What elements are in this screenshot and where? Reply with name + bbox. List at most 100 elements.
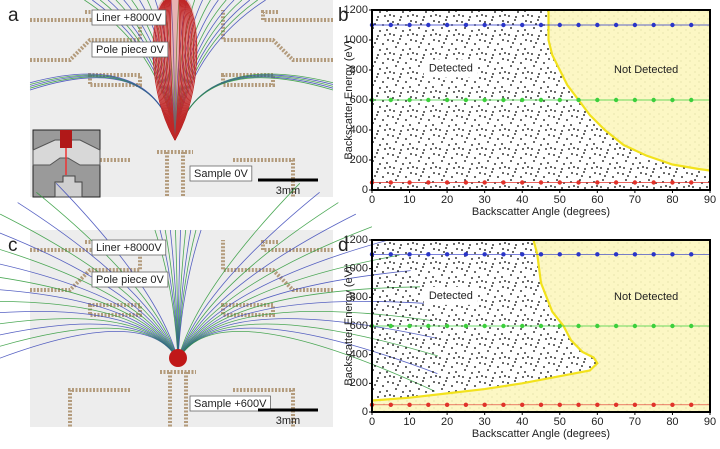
panel-letter: a [8, 5, 19, 26]
point [444, 97, 450, 103]
y-tick-label: 200 [350, 377, 368, 389]
point [557, 323, 562, 329]
point [482, 97, 487, 103]
inset-column [60, 130, 72, 148]
point [388, 22, 393, 28]
point [501, 323, 506, 329]
x-tick-label: 90 [704, 416, 716, 428]
trajectory [0, 301, 179, 361]
point [576, 22, 581, 28]
point [689, 252, 694, 257]
point [520, 323, 525, 329]
trajectory [177, 226, 373, 361]
label-box [91, 41, 169, 58]
y-tick-label: 1200 [344, 4, 368, 16]
x-tick-label: 60 [591, 416, 603, 428]
scale-label: 3mm [276, 415, 300, 427]
x-tick-label: 70 [629, 416, 641, 428]
point [651, 402, 656, 408]
point [407, 402, 412, 408]
point [463, 180, 469, 185]
label-bg [423, 286, 478, 305]
y-tick-label: 1000 [344, 34, 368, 46]
point [632, 22, 638, 28]
point [689, 402, 694, 408]
x-tick-label: 70 [629, 194, 641, 206]
electrode [157, 150, 193, 197]
electrode [221, 10, 333, 62]
trajectory [177, 229, 202, 361]
point [557, 252, 562, 257]
point [595, 252, 600, 257]
point [407, 252, 412, 257]
electrode [221, 240, 333, 292]
label-box [91, 271, 169, 288]
point [482, 252, 487, 257]
panel-bg [30, 230, 333, 427]
x-axis-title: Backscatter Angle (degrees) [472, 428, 610, 440]
point [407, 97, 412, 103]
electrode [261, 10, 333, 22]
inset-sample [54, 175, 83, 198]
point [689, 323, 694, 329]
point [520, 97, 525, 103]
x-tick-label: 20 [441, 194, 453, 206]
y-tick-label: 0 [362, 184, 368, 196]
point [520, 22, 525, 28]
x-tick-label: 30 [479, 416, 491, 428]
trajectory [0, 232, 179, 361]
point [482, 180, 487, 185]
scale-label: 3mm [276, 185, 300, 197]
y-tick-label: 1000 [344, 263, 368, 275]
y-tick-label: 600 [350, 94, 368, 106]
x-tick-label: 50 [554, 194, 566, 206]
trajectory [0, 213, 179, 361]
x-tick-label: 0 [369, 194, 375, 206]
y-axis-title: Backscatter Energy (eV) [343, 40, 355, 159]
point [407, 180, 412, 185]
point [426, 22, 431, 28]
point [670, 97, 675, 103]
point [576, 180, 581, 185]
point [538, 180, 544, 185]
point [613, 180, 619, 185]
electrode [88, 73, 275, 87]
electrode [261, 240, 333, 252]
point [444, 22, 450, 28]
electrode-label: Liner +8000V [96, 12, 162, 24]
point [576, 323, 581, 329]
x-tick-label: 30 [479, 194, 491, 206]
trajectory [177, 183, 301, 361]
electrode-label: Sample 0V [194, 168, 248, 180]
point [651, 252, 656, 257]
trajectory [177, 254, 400, 361]
x-tick-label: 50 [554, 416, 566, 428]
point [632, 402, 638, 408]
point [444, 323, 450, 329]
label-box [189, 395, 271, 412]
point [388, 402, 393, 408]
y-tick-label: 0 [362, 406, 368, 418]
panel-letter: b [338, 5, 349, 26]
point [520, 252, 525, 257]
point [538, 252, 544, 257]
electrode [68, 388, 295, 427]
point [576, 97, 581, 103]
x-tick-label: 80 [666, 416, 678, 428]
point [613, 323, 619, 329]
point [557, 97, 562, 103]
electrode-label: Liner +8000V [96, 242, 162, 254]
trajectory [0, 249, 179, 361]
region-label: Not Detected [614, 64, 678, 76]
point [388, 180, 393, 185]
x-tick-label: 0 [369, 416, 375, 428]
point [651, 180, 656, 185]
point [538, 402, 544, 408]
point [557, 22, 562, 28]
point [388, 97, 393, 103]
point [463, 252, 469, 257]
electrode [30, 10, 142, 62]
point [576, 252, 581, 257]
y-tick-label: 800 [350, 291, 368, 303]
